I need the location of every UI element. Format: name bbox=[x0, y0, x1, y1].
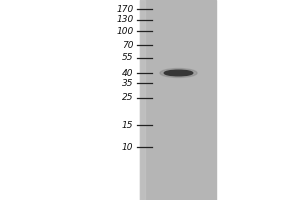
Text: 10: 10 bbox=[122, 142, 134, 152]
Ellipse shape bbox=[160, 69, 197, 77]
Text: 35: 35 bbox=[122, 78, 134, 88]
Text: 130: 130 bbox=[116, 16, 134, 24]
Text: 70: 70 bbox=[122, 40, 134, 49]
Ellipse shape bbox=[164, 70, 193, 76]
Text: 40: 40 bbox=[122, 68, 134, 77]
Bar bbox=[140, 0, 145, 200]
Text: 15: 15 bbox=[122, 120, 134, 130]
Text: 170: 170 bbox=[116, 4, 134, 14]
Text: 100: 100 bbox=[116, 26, 134, 36]
Bar bbox=[140, 0, 216, 200]
Text: 25: 25 bbox=[122, 94, 134, 102]
Text: 55: 55 bbox=[122, 53, 134, 62]
